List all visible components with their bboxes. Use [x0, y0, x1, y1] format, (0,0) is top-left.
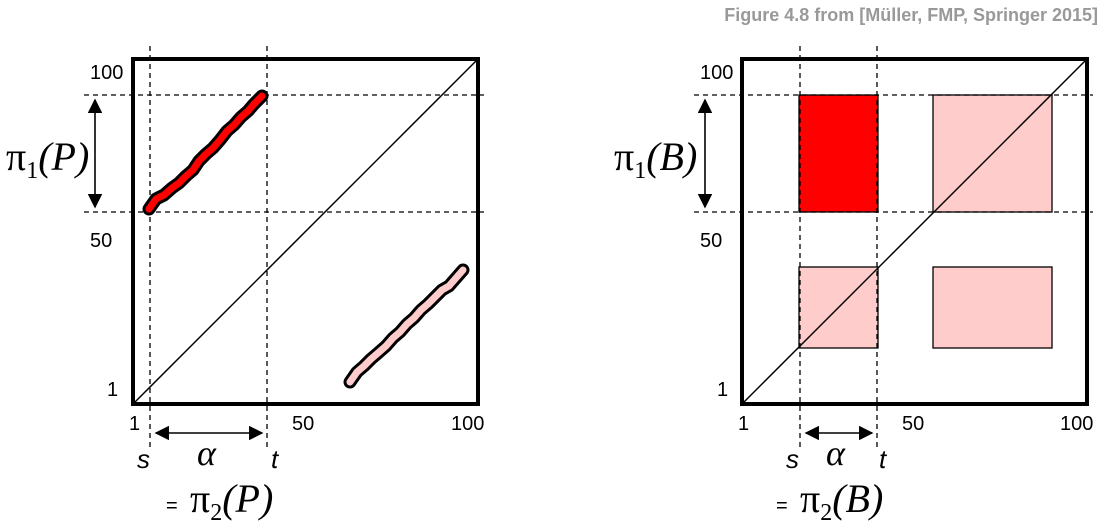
right-pi2-symbol: π	[800, 476, 820, 521]
right-x-tick-1: 1	[738, 413, 749, 435]
left-y-tick-1: 1	[107, 379, 118, 401]
left-matrix-frame	[131, 57, 480, 406]
right-main-diagonal	[741, 58, 1088, 405]
left-label-alpha: α	[197, 433, 217, 473]
right-pi2-label: π2(B)	[800, 476, 883, 526]
left-pi2-symbol: π	[190, 476, 210, 521]
left-pi2-arg: (P)	[222, 476, 273, 521]
left-x-tick-100: 100	[451, 413, 484, 435]
right-block-weak-bottom-right	[932, 266, 1053, 349]
left-y-tick-50: 50	[90, 230, 112, 252]
left-path-strong-fill	[145, 92, 266, 213]
right-label-s: s	[786, 444, 799, 474]
right-x-tick-100: 100	[1060, 413, 1093, 435]
left-main-diagonal	[132, 58, 479, 405]
left-path-weak-fill	[346, 266, 467, 386]
right-label-alpha: α	[826, 433, 846, 473]
left-label-s: s	[137, 444, 150, 474]
left-pi2-equals: =	[166, 495, 178, 517]
right-pi2-arg: (B)	[832, 476, 883, 521]
left-pi2-sub: 2	[210, 500, 222, 526]
left-pi1-sub: 1	[26, 158, 38, 184]
left-pi1-symbol: π	[6, 134, 26, 179]
right-y-tick-100: 100	[700, 62, 733, 84]
left-x-tick-1: 1	[129, 413, 140, 435]
left-pi2-label: π2(P)	[190, 476, 273, 526]
left-y-tick-100: 100	[90, 62, 123, 84]
right-matrix-frame	[740, 57, 1089, 406]
right-block-strong	[798, 94, 879, 213]
right-pi1-symbol: π	[614, 134, 634, 179]
right-panel: 100 50 1 1 50 100 s α t π1(B) = π2(B)	[614, 46, 1093, 526]
right-x-tick-50: 50	[902, 413, 924, 435]
right-pi2-sub: 2	[820, 500, 832, 526]
right-pi1-arg: (B)	[646, 134, 697, 179]
right-label-t: t	[879, 444, 888, 474]
left-panel: 100 50 1 1 50 100 s α t π1(P) = π2(P)	[6, 46, 484, 526]
right-pi1-sub: 1	[634, 158, 646, 184]
left-pi1-arg: (P)	[38, 134, 89, 179]
right-y-tick-50: 50	[700, 230, 722, 252]
right-pi2-equals: =	[776, 495, 788, 517]
left-pi1-label: π1(P)	[6, 134, 89, 184]
left-label-t: t	[271, 444, 280, 474]
left-x-tick-50: 50	[292, 413, 314, 435]
figure-credit: Figure 4.8 from [Müller, FMP, Springer 2…	[724, 5, 1098, 25]
right-y-tick-1: 1	[717, 379, 728, 401]
right-pi1-label: π1(B)	[614, 134, 697, 184]
